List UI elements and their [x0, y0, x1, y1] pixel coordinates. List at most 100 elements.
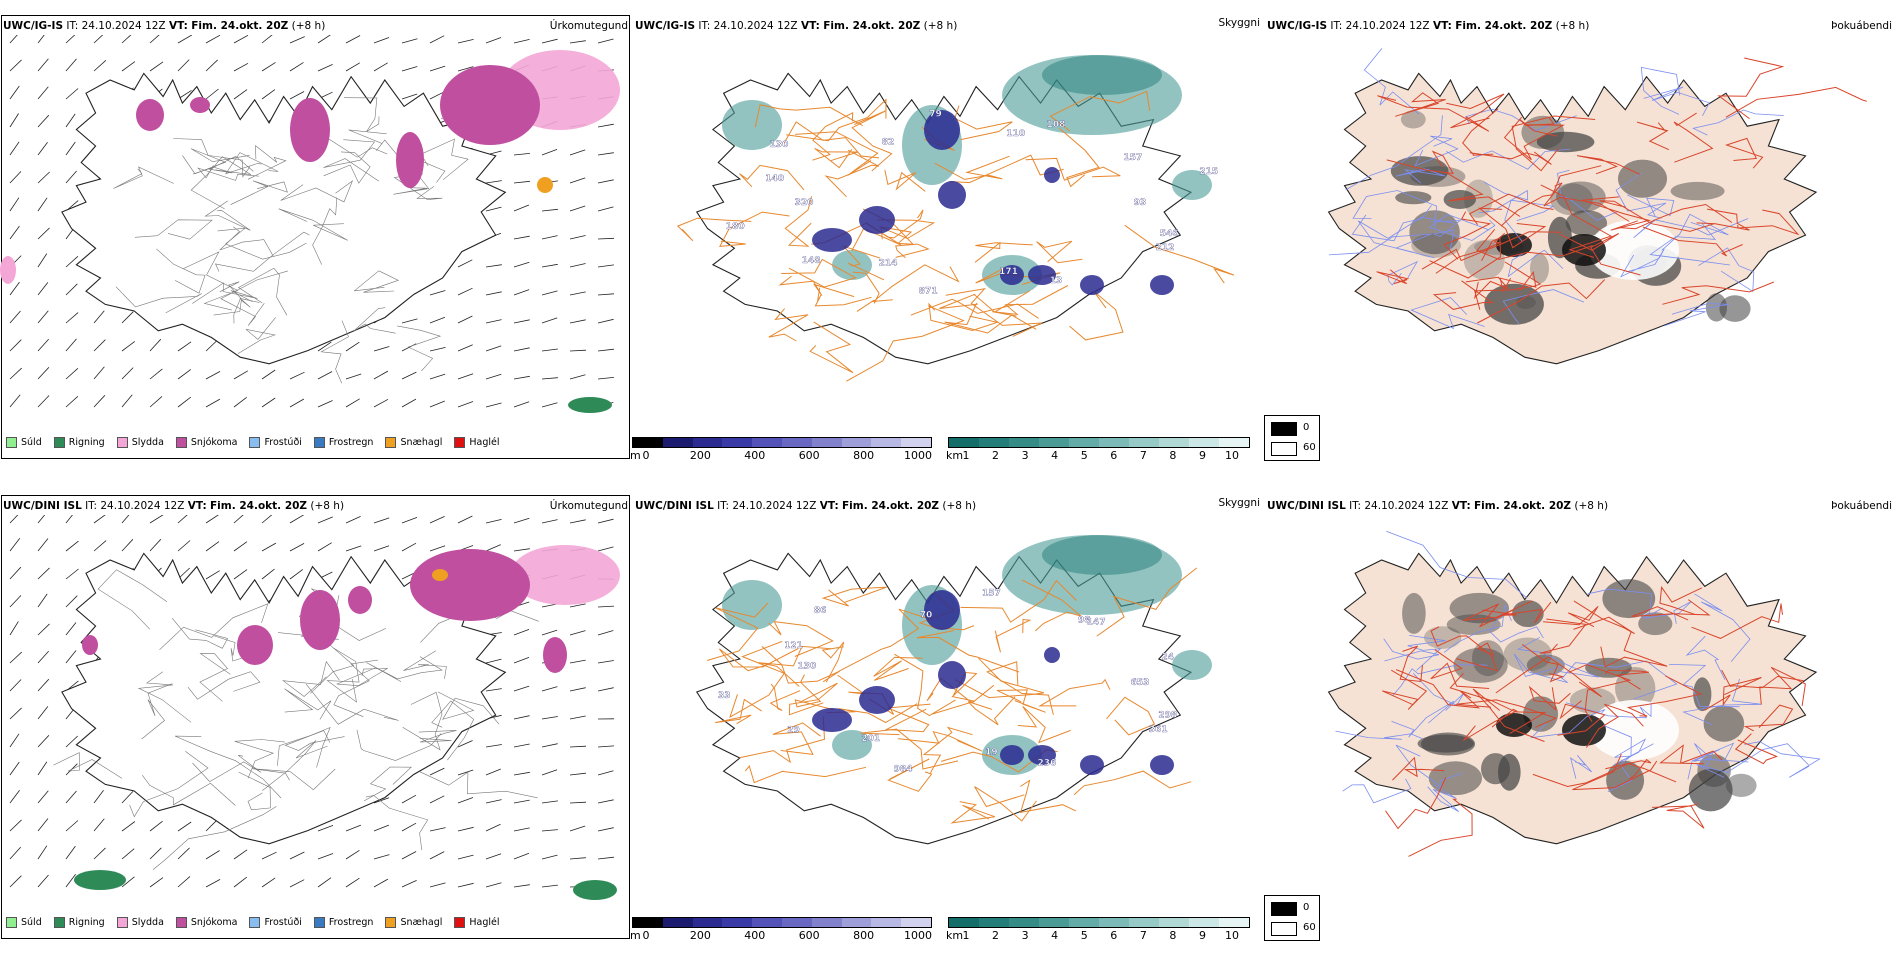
colorbar-unit: m [630, 449, 641, 462]
line-feature [366, 795, 428, 850]
colorbar-strip [948, 917, 1250, 928]
wind-barb [542, 318, 557, 323]
colorbar-tick-label: 3 [1022, 929, 1029, 942]
wind-barb [542, 349, 558, 351]
snow-area [136, 99, 164, 131]
wind-barb [318, 878, 331, 887]
wind-barb [374, 63, 388, 71]
colorbar-tick-label: 400 [744, 449, 765, 462]
wind-barb [486, 346, 501, 351]
wind-barb [542, 885, 558, 887]
wind-barb [38, 339, 49, 351]
wind-barb [570, 41, 586, 43]
colorbar-tick-label: 600 [799, 449, 820, 462]
legend-swatch [6, 437, 17, 448]
wind-barb [38, 311, 48, 323]
wind-barb [150, 369, 162, 379]
wind-barb [38, 594, 47, 607]
wind-barb [402, 94, 417, 99]
wind-barb [66, 515, 76, 523]
wind-barb [94, 311, 104, 323]
wind-barb [542, 717, 558, 720]
wind-barb [514, 290, 529, 295]
wind-barb [38, 762, 47, 775]
wind-barb [514, 153, 530, 155]
wind-barb [346, 878, 359, 887]
low-ceiling-area [1080, 275, 1104, 295]
wind-barb [262, 370, 275, 379]
colorbar-bin [722, 438, 752, 447]
legend-swatch [385, 437, 396, 448]
wind-barb [178, 35, 192, 43]
ceiling-value-label: 33 [718, 691, 731, 701]
colorbar-bin [633, 438, 663, 447]
wind-barb [206, 515, 219, 523]
ceiling-value-label: 984 [894, 765, 913, 775]
colorbar-tick-label: 2 [992, 929, 999, 942]
wind-barb [402, 372, 416, 379]
wind-barb [430, 546, 445, 551]
legend-swatch [117, 437, 128, 448]
fog-area [1402, 593, 1426, 634]
wind-barb [514, 348, 530, 351]
wind-barb [598, 519, 614, 523]
legend-label: Haglél [469, 437, 499, 448]
wind-barb [122, 395, 132, 407]
wind-barb [38, 142, 48, 155]
wind-barb [290, 569, 303, 579]
wind-barb [598, 547, 614, 551]
fog-legend-label: 0 [1303, 902, 1309, 913]
wind-barb [486, 545, 501, 551]
precip-type-panel: UWC/IG-IS IT: 24.10.2024 12Z VT: Fim. 24… [0, 15, 632, 485]
wind-barb [234, 570, 247, 579]
precip-legend-item: Súld [6, 437, 42, 448]
precip-legend-item: Slydda [117, 437, 164, 448]
ceiling-value-label: 147 [1087, 617, 1106, 627]
colorbar-bin [1219, 918, 1249, 927]
colorbar-unit: km [946, 449, 963, 462]
wind-barb [542, 687, 557, 691]
legend-label: Snæhagl [400, 437, 442, 448]
low-visibility-area [1042, 535, 1162, 575]
precip-legend-item: Snjókoma [176, 917, 238, 928]
wind-barb [570, 631, 585, 635]
wind-barb [10, 60, 22, 71]
ceiling-value-label: 79 [929, 109, 942, 119]
colorbar-tick-label: 7 [1140, 929, 1147, 942]
wind-barb [570, 773, 586, 775]
wind-barb [290, 543, 304, 551]
wind-barb [262, 515, 274, 523]
wind-barb [318, 35, 331, 43]
precip-legend-item: Haglél [454, 917, 499, 928]
wind-barb [262, 90, 275, 99]
wind-barb [458, 883, 474, 887]
wind-barb [458, 374, 473, 379]
wind-barb [38, 35, 48, 43]
colorbar-bin [901, 438, 931, 447]
legend-label: Súld [21, 917, 42, 928]
fog-area [1602, 579, 1655, 618]
colorbar-bin [1189, 918, 1219, 927]
ceiling-value-label: 157 [982, 588, 1001, 598]
wind-barb [402, 880, 417, 887]
wind-barb [10, 35, 21, 43]
fog-area [1618, 160, 1667, 198]
panel-title: Þokuábendi [1831, 20, 1892, 32]
wind-barb [290, 880, 304, 887]
legend-label: Frostúði [264, 917, 301, 928]
wind-barb [486, 800, 502, 803]
low-ceiling-area [1000, 745, 1024, 765]
wind-barb [542, 39, 558, 43]
wind-barb [486, 292, 502, 295]
wind-barb [122, 35, 134, 43]
legend-label: Rigning [69, 437, 105, 448]
rain-area [573, 880, 617, 900]
line-feature [1652, 804, 1704, 828]
wind-barb [178, 541, 190, 552]
legend-swatch [54, 917, 65, 928]
wind-barb [374, 825, 389, 831]
legend-label: Slydda [132, 437, 164, 448]
colorbar-tick-label: 9 [1199, 929, 1206, 942]
